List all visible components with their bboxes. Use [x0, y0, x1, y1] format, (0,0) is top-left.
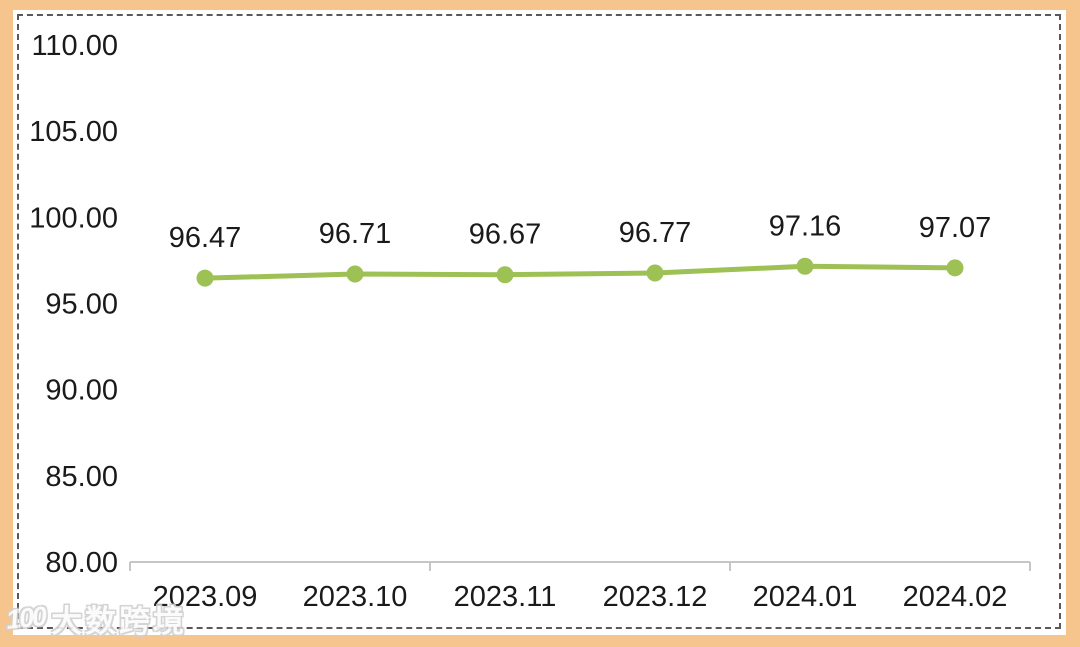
data-point-marker [646, 264, 664, 282]
y-axis-tick-label: 110.00 [31, 30, 118, 62]
y-axis-tick-label: 105.00 [29, 116, 118, 148]
data-point-marker [496, 266, 514, 284]
x-axis-tick-label: 2024.01 [753, 581, 858, 613]
y-axis-tick-label: 90.00 [45, 375, 118, 407]
line-series [202, 263, 958, 281]
chart-background [13, 10, 1066, 635]
x-axis-tick-label: 2023.09 [153, 581, 258, 613]
x-axis-tick-label: 2024.02 [903, 581, 1008, 613]
data-point-label: 96.47 [169, 222, 242, 254]
data-point-label: 96.77 [619, 217, 692, 249]
x-axis-tick-label: 2023.12 [603, 581, 708, 613]
y-axis-tick-label: 100.00 [29, 202, 118, 234]
data-point-label: 97.07 [919, 212, 992, 244]
y-axis-tick-label: 80.00 [45, 547, 118, 579]
y-axis-tick-label: 85.00 [45, 461, 118, 493]
data-point-marker [346, 265, 364, 283]
data-point-label: 96.71 [319, 218, 392, 250]
x-axis-tick-label: 2023.11 [454, 581, 557, 613]
data-point-label: 96.67 [469, 219, 542, 251]
data-point-marker [796, 257, 814, 275]
data-point-marker [946, 259, 964, 277]
x-axis-tick-label: 2023.10 [303, 581, 408, 613]
data-point-label: 97.16 [769, 210, 842, 242]
data-point-marker [196, 269, 214, 287]
y-axis-tick-label: 95.00 [45, 289, 118, 321]
